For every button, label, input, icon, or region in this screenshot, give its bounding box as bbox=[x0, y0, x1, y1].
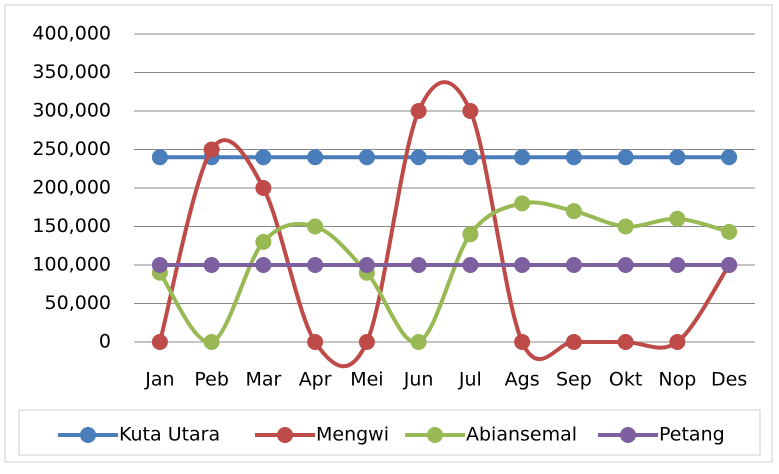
point-marker bbox=[410, 257, 427, 273]
point-marker bbox=[410, 103, 427, 119]
point-marker bbox=[151, 334, 168, 350]
point-marker bbox=[565, 257, 582, 273]
y-tick-label: 250,000 bbox=[32, 138, 111, 160]
point-marker bbox=[151, 257, 168, 273]
point-marker bbox=[307, 257, 324, 273]
legend-marker bbox=[80, 427, 96, 443]
x-tick-label: Jun bbox=[403, 369, 434, 391]
x-tick-label: Ags bbox=[505, 369, 540, 391]
point-marker bbox=[514, 195, 531, 212]
point-marker bbox=[410, 334, 427, 350]
legend-marker bbox=[427, 427, 443, 443]
y-tick-label: 50,000 bbox=[45, 292, 111, 314]
y-tick-label: 150,000 bbox=[32, 215, 111, 237]
legend-label: Abiansemal bbox=[466, 424, 577, 446]
point-marker bbox=[151, 149, 168, 166]
point-marker bbox=[358, 149, 375, 166]
chart-border bbox=[4, 4, 773, 463]
point-marker bbox=[565, 203, 582, 220]
point-marker bbox=[358, 257, 375, 273]
legend-box bbox=[18, 409, 761, 456]
x-tick-label: Peb bbox=[194, 369, 229, 391]
y-tick-label: 350,000 bbox=[32, 61, 111, 83]
point-marker bbox=[203, 141, 220, 158]
point-marker bbox=[669, 334, 686, 350]
legend-label: Petang bbox=[659, 424, 725, 446]
point-marker bbox=[307, 218, 324, 235]
point-marker bbox=[358, 334, 375, 350]
x-tick-label: Jul bbox=[458, 369, 482, 391]
point-marker bbox=[617, 257, 634, 273]
y-tick-label: 400,000 bbox=[32, 23, 111, 45]
point-marker bbox=[410, 149, 427, 166]
legend-label: Kuta Utara bbox=[119, 424, 220, 446]
point-marker bbox=[721, 149, 738, 166]
x-tick-label: Nop bbox=[658, 369, 696, 391]
point-marker bbox=[203, 257, 220, 273]
point-marker bbox=[669, 210, 686, 227]
point-marker bbox=[255, 233, 272, 250]
point-marker bbox=[565, 149, 582, 166]
point-marker bbox=[307, 334, 324, 350]
x-tick-label: Mei bbox=[350, 369, 383, 391]
x-tick-label: Jan bbox=[144, 369, 174, 391]
legend-marker bbox=[277, 427, 293, 443]
y-tick-label: 100,000 bbox=[32, 254, 111, 276]
point-marker bbox=[462, 226, 479, 243]
legend-marker bbox=[620, 427, 636, 443]
y-tick-label: 300,000 bbox=[32, 100, 111, 122]
point-marker bbox=[203, 334, 220, 350]
point-marker bbox=[565, 334, 582, 350]
point-marker bbox=[307, 149, 324, 166]
y-tick-label: 200,000 bbox=[32, 177, 111, 199]
point-marker bbox=[669, 149, 686, 166]
point-marker bbox=[514, 149, 531, 166]
point-marker bbox=[462, 103, 479, 119]
point-marker bbox=[462, 257, 479, 273]
point-marker bbox=[255, 180, 272, 196]
x-tick-label: Sep bbox=[556, 369, 592, 391]
x-tick-label: Des bbox=[711, 369, 747, 391]
point-marker bbox=[669, 257, 686, 273]
point-marker bbox=[255, 257, 272, 273]
legend-label: Mengwi bbox=[316, 424, 389, 446]
point-marker bbox=[721, 223, 738, 240]
x-tick-label: Okt bbox=[609, 369, 642, 391]
x-tick-label: Mar bbox=[245, 369, 281, 391]
point-marker bbox=[617, 218, 634, 235]
point-marker bbox=[514, 257, 531, 273]
y-tick-label: 0 bbox=[99, 331, 111, 353]
point-marker bbox=[514, 334, 531, 350]
x-tick-label: Apr bbox=[299, 369, 332, 391]
point-marker bbox=[617, 334, 634, 350]
point-marker bbox=[721, 257, 738, 273]
point-marker bbox=[462, 149, 479, 166]
point-marker bbox=[255, 149, 272, 166]
point-marker bbox=[617, 149, 634, 166]
